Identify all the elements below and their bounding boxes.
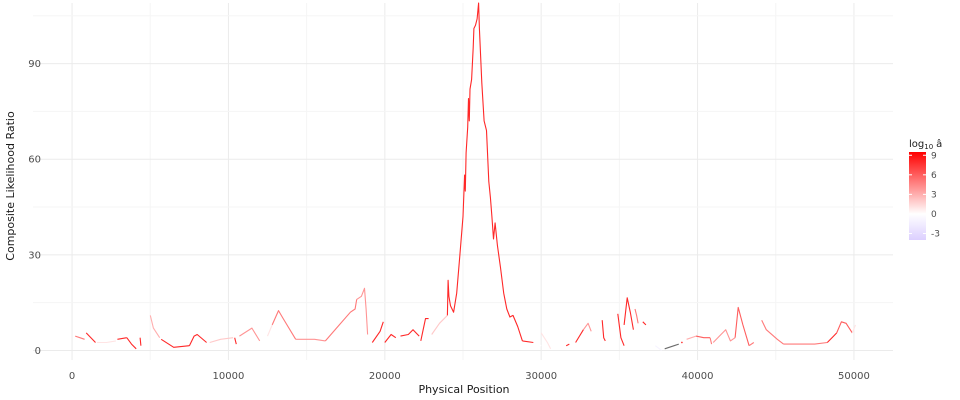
legend-tick-label: 3 bbox=[931, 190, 937, 200]
series-line-segment bbox=[420, 318, 429, 342]
series-point bbox=[681, 341, 683, 344]
series-line-segment bbox=[582, 322, 592, 332]
series-line-segment bbox=[117, 337, 127, 340]
legend-tick-label: 9 bbox=[931, 151, 937, 161]
series-line-segment bbox=[617, 313, 625, 346]
series-line-segment bbox=[295, 338, 326, 342]
y-tick-label: 30 bbox=[28, 250, 41, 261]
x-tick-label: 40000 bbox=[682, 371, 714, 382]
series-line-segment bbox=[266, 324, 273, 337]
series-line-segment bbox=[836, 321, 853, 334]
y-tick-label: 90 bbox=[28, 59, 41, 70]
series-line-segment bbox=[634, 308, 639, 324]
series-line-segment bbox=[271, 310, 297, 340]
series-line-segment bbox=[446, 2, 523, 342]
x-tick-label: 0 bbox=[69, 371, 75, 382]
series bbox=[75, 2, 857, 351]
series-line-segment bbox=[139, 337, 142, 346]
legend-title-log: log bbox=[909, 139, 924, 150]
legend-tick-label: 0 bbox=[931, 210, 937, 220]
series-line-segment bbox=[734, 306, 750, 346]
series-line-segment bbox=[384, 333, 397, 343]
y-tick-labels: 0 30 60 90 bbox=[28, 59, 41, 357]
series-line-segment bbox=[324, 299, 358, 342]
legend-colorbar bbox=[909, 152, 926, 240]
series-line-segment bbox=[623, 297, 634, 330]
series-line-segment bbox=[783, 341, 828, 345]
series-line-segment bbox=[149, 315, 161, 339]
series-line-segment bbox=[126, 337, 137, 350]
series-line-segment bbox=[234, 337, 237, 345]
legend-tick-label: 6 bbox=[931, 171, 937, 181]
series-line-segment bbox=[533, 341, 542, 347]
series-line-segment bbox=[540, 332, 552, 350]
series-line-segment bbox=[209, 337, 234, 344]
legend-title-base: 10 bbox=[924, 143, 933, 151]
series-line-segment bbox=[761, 319, 784, 345]
legend-title-var: â bbox=[936, 138, 942, 150]
legend: log10 â 9 6 3 0 -3 bbox=[909, 138, 942, 240]
series-line-segment bbox=[75, 335, 85, 340]
y-axis-title: Composite Likelihood Ratio bbox=[4, 111, 17, 261]
series-line-segment bbox=[85, 332, 96, 343]
x-tick-label: 10000 bbox=[213, 371, 245, 382]
legend-ticks: 9 6 3 0 -3 bbox=[909, 151, 940, 239]
series-line-segment bbox=[400, 329, 420, 337]
series-line-segment bbox=[851, 324, 857, 334]
series-line-segment bbox=[826, 332, 838, 343]
y-tick-label: 0 bbox=[35, 346, 41, 357]
series-line-segment bbox=[709, 337, 713, 345]
x-axis-title: Physical Position bbox=[418, 383, 509, 396]
series-line-segment bbox=[712, 329, 736, 343]
series-line-segment bbox=[654, 345, 662, 351]
x-tick-label: 20000 bbox=[369, 371, 401, 382]
series-line-segment bbox=[664, 343, 679, 350]
series-line-segment bbox=[431, 315, 448, 335]
series-line-segment bbox=[748, 342, 755, 347]
x-tick-label: 50000 bbox=[838, 371, 870, 382]
series-line-segment bbox=[160, 338, 190, 348]
x-tick-label: 30000 bbox=[525, 371, 557, 382]
series-line-segment bbox=[356, 287, 369, 335]
series-line-segment bbox=[565, 343, 570, 347]
series-line-segment bbox=[642, 321, 647, 326]
x-tick-labels: 0 10000 20000 30000 40000 50000 bbox=[69, 371, 870, 382]
series-line-segment bbox=[188, 333, 207, 346]
legend-tick-label: -3 bbox=[931, 229, 940, 239]
series-line-segment bbox=[371, 321, 384, 343]
series-line-segment bbox=[601, 320, 606, 342]
series-line-segment bbox=[239, 327, 261, 342]
y-tick-label: 60 bbox=[28, 155, 41, 166]
series-line-segment bbox=[575, 329, 584, 343]
legend-title: log10 â bbox=[909, 138, 942, 151]
series-line-segment bbox=[695, 335, 711, 339]
series-line-segment bbox=[686, 335, 697, 340]
grid bbox=[33, 3, 893, 360]
series-line-segment bbox=[97, 340, 116, 344]
series-line-segment bbox=[522, 340, 534, 344]
